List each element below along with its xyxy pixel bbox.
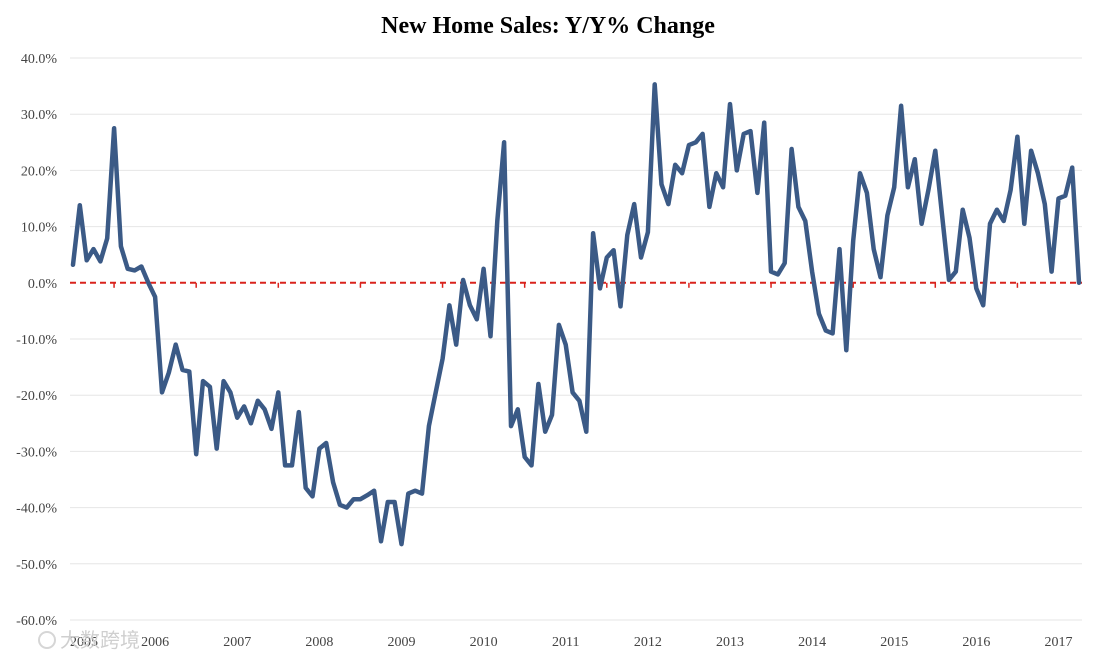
watermark-text: 大数跨境	[60, 628, 140, 652]
y-tick-label: 30.0%	[21, 108, 58, 123]
watermark: 大数跨境	[38, 628, 140, 652]
x-tick-label: 2012	[634, 635, 662, 650]
x-tick-label: 2006	[141, 635, 169, 650]
y-tick-label: -40.0%	[16, 502, 57, 517]
chart-title: New Home Sales: Y/Y% Change	[381, 13, 715, 39]
x-tick-label: 2013	[716, 635, 744, 650]
x-tick-label: 2017	[1044, 635, 1072, 650]
grid-lines	[70, 57, 1082, 621]
y-tick-label: -60.0%	[16, 614, 57, 629]
y-tick-label: -20.0%	[16, 389, 57, 404]
y-tick-label: 40.0%	[21, 52, 58, 67]
x-tick-label: 2007	[223, 635, 251, 650]
zero-line-group	[70, 281, 1082, 288]
y-tick-label: 0.0%	[28, 277, 58, 292]
y-axis: 40.0% 30.0% 20.0% 10.0% 0.0% -10.0% -20.0% -30.…	[16, 52, 57, 629]
x-tick-label: 2008	[305, 635, 333, 650]
x-tick-label: 2011	[552, 635, 579, 650]
y-tick-label: -10.0%	[16, 333, 57, 348]
x-tick-label: 2015	[880, 635, 908, 650]
x-tick-label: 2014	[798, 635, 826, 650]
y-tick-label: -50.0%	[16, 558, 57, 573]
x-tick-label: 2010	[470, 635, 498, 650]
watermark-logo-icon	[38, 631, 56, 649]
x-tick-label: 2009	[387, 635, 415, 650]
y-tick-label: -30.0%	[16, 445, 57, 460]
y-tick-label: 20.0%	[21, 164, 58, 179]
series-group	[70, 82, 1082, 547]
y-tick-label: 10.0%	[21, 221, 58, 236]
x-tick-label: 2005	[70, 635, 98, 650]
series-line	[70, 82, 1082, 547]
x-tick-label: 2016	[962, 635, 990, 650]
x-axis: 2005 2006 2007 2008 2009 2010 2011 2012 2013 2014…	[70, 635, 1072, 650]
